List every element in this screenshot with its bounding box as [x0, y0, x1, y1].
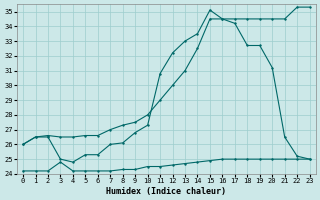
X-axis label: Humidex (Indice chaleur): Humidex (Indice chaleur): [106, 187, 226, 196]
